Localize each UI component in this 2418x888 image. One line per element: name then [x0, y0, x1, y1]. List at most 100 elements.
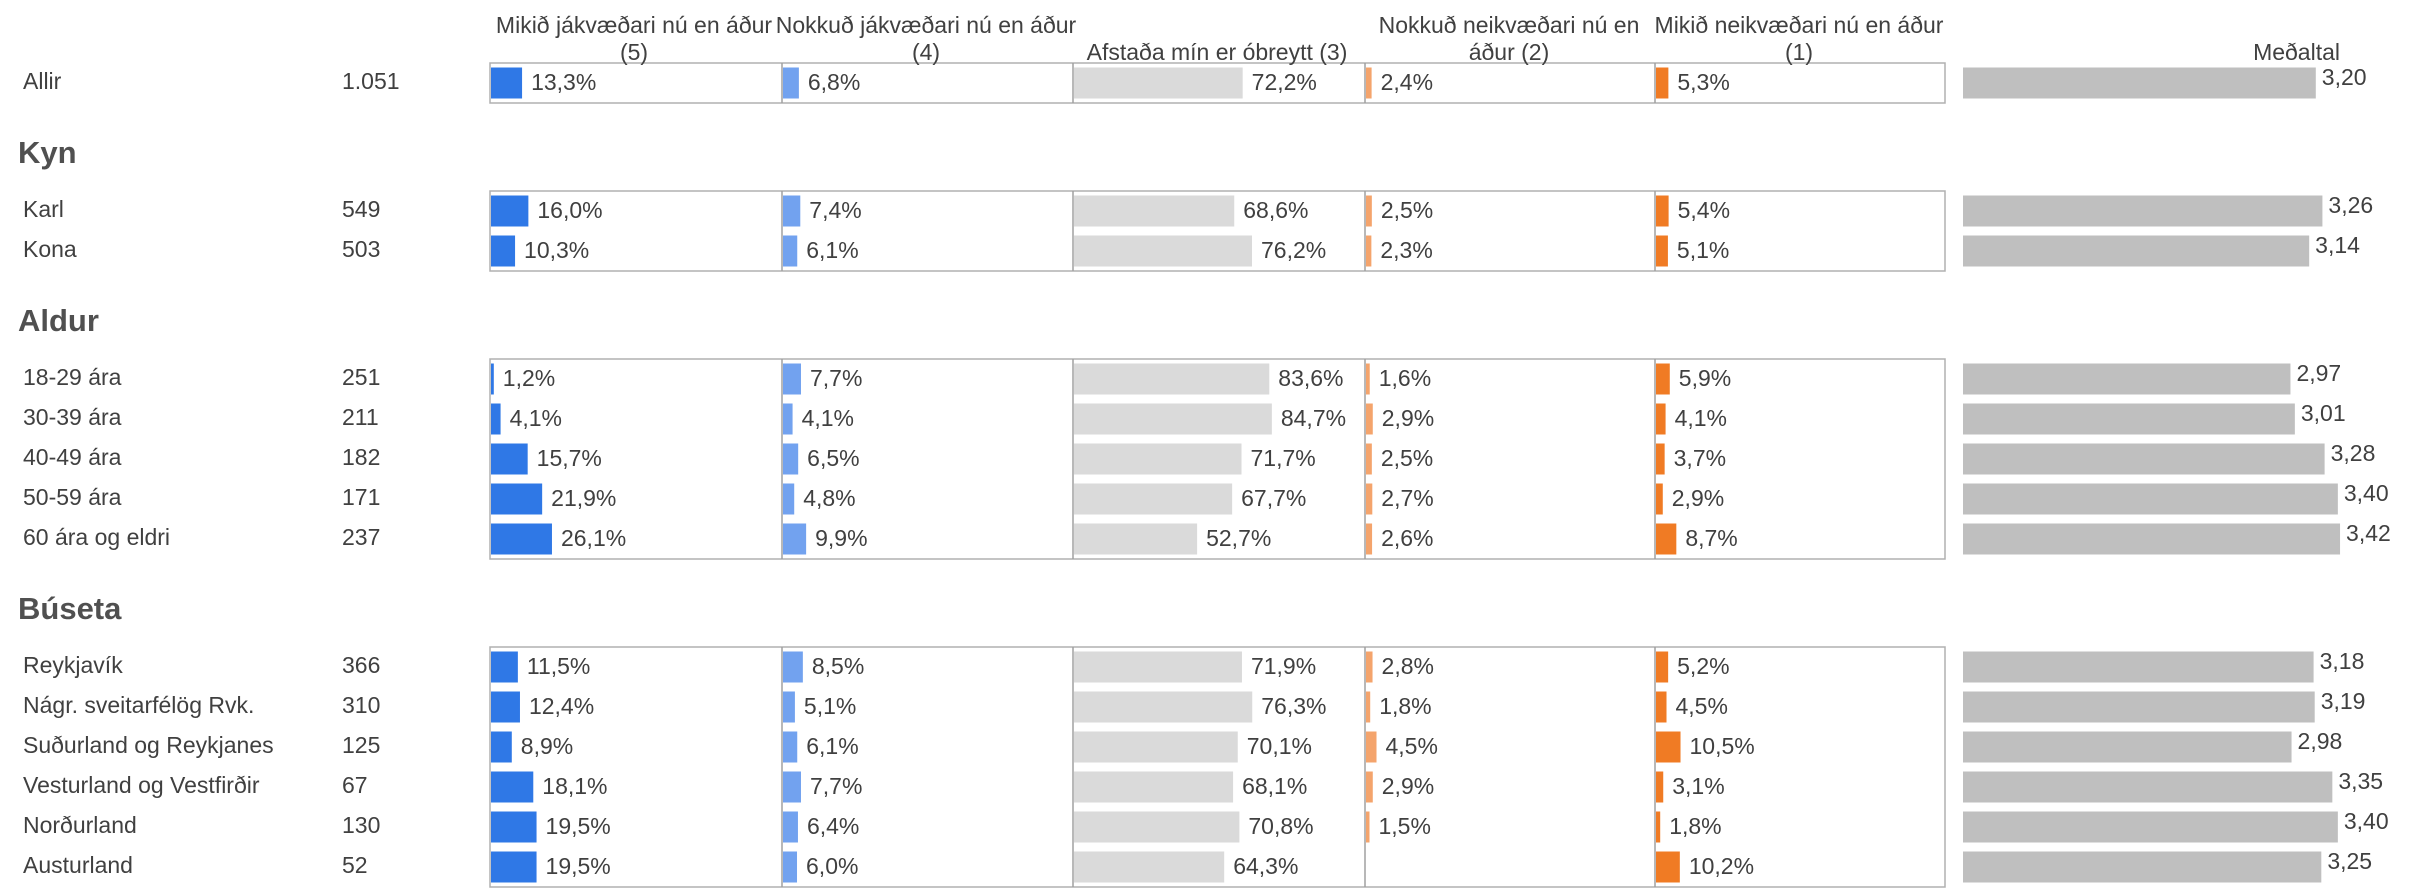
value-label: 1,8% [1379, 693, 1431, 719]
bar [1656, 771, 1664, 803]
value-label: 4,5% [1386, 733, 1438, 759]
bar [491, 403, 501, 435]
mean-label: 3,18 [2320, 648, 2365, 674]
group-title: Búseta [18, 591, 122, 626]
value-label: 70,1% [1247, 733, 1312, 759]
value-label: 15,7% [537, 445, 602, 471]
bar [491, 195, 529, 227]
column-header: Mikið neikvæðari nú en áður (1) [1654, 12, 1944, 65]
column-header: Afstaða mín er óbreytt (3) [1086, 39, 1348, 65]
mean-label: 2,97 [2296, 360, 2341, 386]
row-label: Austurland [23, 852, 133, 878]
bar [1366, 811, 1370, 843]
value-label: 4,1% [1675, 405, 1727, 431]
value-label: 8,7% [1685, 525, 1737, 551]
bar [1074, 851, 1225, 883]
group-box [489, 62, 1946, 104]
bar [1366, 443, 1372, 475]
bar [1366, 235, 1372, 267]
bar [491, 731, 512, 763]
mean-bar [1963, 731, 2292, 763]
value-label: 5,9% [1679, 365, 1731, 391]
bar [1656, 811, 1661, 843]
bar [783, 443, 799, 475]
bar [783, 691, 795, 723]
bar [783, 651, 803, 683]
bar [491, 691, 520, 723]
bar [1656, 195, 1669, 227]
value-label: 16,0% [537, 197, 602, 223]
bar [491, 363, 494, 395]
row-label: Nágr. sveitarfélög Rvk. [23, 692, 254, 718]
row-n: 310 [342, 692, 380, 718]
bar [1656, 363, 1670, 395]
value-label: 12,4% [529, 693, 594, 719]
row-n: 549 [342, 196, 380, 222]
value-label: 19,5% [546, 853, 611, 879]
mean-label: 3,14 [2315, 232, 2360, 258]
value-label: 2,9% [1382, 773, 1434, 799]
bar [1074, 443, 1242, 475]
value-label: 6,0% [806, 853, 858, 879]
value-label: 1,5% [1379, 813, 1431, 839]
value-label: 3,7% [1674, 445, 1726, 471]
group-title: Kyn [18, 135, 77, 170]
row-n: 67 [342, 772, 368, 798]
value-label: 2,9% [1672, 485, 1724, 511]
mean-bar [1963, 851, 2322, 883]
value-label: 5,2% [1677, 653, 1729, 679]
bar [1074, 771, 1234, 803]
value-label: 2,3% [1380, 237, 1432, 263]
bar [1074, 483, 1233, 515]
value-label: 9,9% [815, 525, 867, 551]
value-label: 21,9% [551, 485, 616, 511]
row-n: 52 [342, 852, 368, 878]
row-label: Karl [23, 196, 64, 222]
bar [783, 235, 798, 267]
bar [1656, 235, 1668, 267]
mean-label: 3,40 [2344, 808, 2389, 834]
group-box [489, 190, 1946, 272]
value-label: 10,5% [1690, 733, 1755, 759]
value-label: 84,7% [1281, 405, 1346, 431]
value-label: 70,8% [1248, 813, 1313, 839]
value-label: 71,7% [1250, 445, 1315, 471]
mean-bar [1963, 363, 2291, 395]
value-label: 7,4% [809, 197, 861, 223]
bar [1656, 523, 1677, 555]
bar [783, 195, 801, 227]
bar [783, 363, 801, 395]
bar [1366, 731, 1377, 763]
bar [491, 235, 516, 267]
row-label: 40-49 ára [23, 444, 122, 470]
row-label: Vesturland og Vestfirðir [23, 772, 260, 798]
value-label: 7,7% [810, 773, 862, 799]
mean-label: 3,20 [2322, 64, 2367, 90]
bar [491, 443, 528, 475]
row-label: 50-59 ára [23, 484, 122, 510]
bar [1074, 731, 1238, 763]
mean-label: 3,40 [2344, 480, 2389, 506]
value-label: 64,3% [1233, 853, 1298, 879]
value-label: 4,8% [803, 485, 855, 511]
row-label: Norðurland [23, 812, 137, 838]
bar [1366, 403, 1373, 435]
value-label: 71,9% [1251, 653, 1316, 679]
value-label: 11,5% [527, 653, 591, 679]
bar [1656, 651, 1669, 683]
mean-bar [1963, 403, 2295, 435]
bar [1366, 651, 1373, 683]
row-n: 503 [342, 236, 380, 262]
bar [1656, 691, 1667, 723]
bar [783, 771, 801, 803]
bar [1074, 195, 1235, 227]
bar [783, 67, 799, 99]
bar [1074, 651, 1242, 683]
row-n: 1.051 [342, 68, 400, 94]
bar [1366, 195, 1372, 227]
bar [1366, 523, 1373, 555]
row-label: Kona [23, 236, 77, 262]
value-label: 4,1% [510, 405, 562, 431]
row-label: Reykjavík [23, 652, 123, 678]
mean-label: 3,35 [2338, 768, 2383, 794]
